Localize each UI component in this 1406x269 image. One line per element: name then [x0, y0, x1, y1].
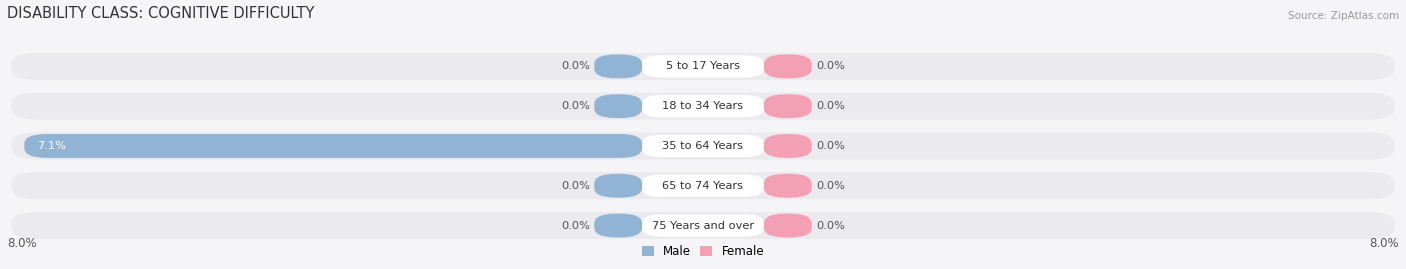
FancyBboxPatch shape — [24, 134, 643, 158]
FancyBboxPatch shape — [643, 135, 763, 157]
Legend: Male, Female: Male, Female — [637, 240, 769, 263]
Text: 0.0%: 0.0% — [561, 181, 591, 191]
Text: Source: ZipAtlas.com: Source: ZipAtlas.com — [1288, 12, 1399, 22]
Text: 18 to 34 Years: 18 to 34 Years — [662, 101, 744, 111]
Text: 0.0%: 0.0% — [561, 101, 591, 111]
FancyBboxPatch shape — [643, 214, 763, 237]
Text: 8.0%: 8.0% — [7, 237, 37, 250]
FancyBboxPatch shape — [595, 94, 643, 118]
FancyBboxPatch shape — [643, 175, 763, 197]
FancyBboxPatch shape — [595, 174, 643, 198]
FancyBboxPatch shape — [763, 174, 811, 198]
Text: 0.0%: 0.0% — [815, 61, 845, 71]
FancyBboxPatch shape — [595, 54, 643, 78]
FancyBboxPatch shape — [763, 54, 811, 78]
Text: 0.0%: 0.0% — [815, 101, 845, 111]
Text: 35 to 64 Years: 35 to 64 Years — [662, 141, 744, 151]
FancyBboxPatch shape — [643, 95, 763, 117]
FancyBboxPatch shape — [11, 212, 1395, 239]
FancyBboxPatch shape — [11, 172, 1395, 199]
Text: 7.1%: 7.1% — [38, 141, 66, 151]
FancyBboxPatch shape — [763, 134, 811, 158]
FancyBboxPatch shape — [11, 53, 1395, 80]
Text: DISABILITY CLASS: COGNITIVE DIFFICULTY: DISABILITY CLASS: COGNITIVE DIFFICULTY — [7, 6, 315, 22]
FancyBboxPatch shape — [11, 93, 1395, 120]
Text: 0.0%: 0.0% — [815, 141, 845, 151]
Text: 75 Years and over: 75 Years and over — [652, 221, 754, 231]
FancyBboxPatch shape — [595, 214, 643, 238]
Text: 0.0%: 0.0% — [815, 221, 845, 231]
FancyBboxPatch shape — [11, 132, 1395, 160]
Text: 0.0%: 0.0% — [815, 181, 845, 191]
Text: 0.0%: 0.0% — [561, 61, 591, 71]
FancyBboxPatch shape — [643, 55, 763, 77]
FancyBboxPatch shape — [763, 94, 811, 118]
Text: 0.0%: 0.0% — [561, 221, 591, 231]
FancyBboxPatch shape — [763, 214, 811, 238]
Text: 8.0%: 8.0% — [1369, 237, 1399, 250]
Text: 65 to 74 Years: 65 to 74 Years — [662, 181, 744, 191]
Text: 5 to 17 Years: 5 to 17 Years — [666, 61, 740, 71]
